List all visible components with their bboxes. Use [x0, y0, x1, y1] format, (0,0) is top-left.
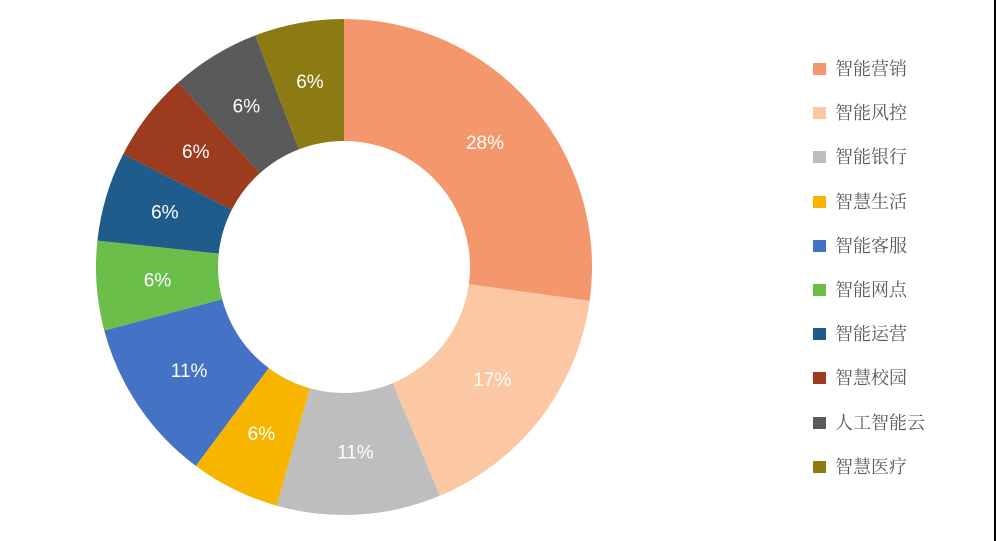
svg-text:6%: 6% — [296, 72, 324, 93]
svg-text:6%: 6% — [233, 96, 261, 117]
svg-text:6%: 6% — [144, 270, 172, 291]
svg-text:6%: 6% — [151, 203, 179, 224]
svg-text:28%: 28% — [466, 133, 504, 154]
svg-text:17%: 17% — [473, 370, 511, 391]
svg-text:6%: 6% — [182, 142, 210, 163]
svg-text:11%: 11% — [171, 361, 208, 382]
svg-text:11%: 11% — [337, 443, 374, 464]
svg-text:6%: 6% — [248, 424, 276, 445]
